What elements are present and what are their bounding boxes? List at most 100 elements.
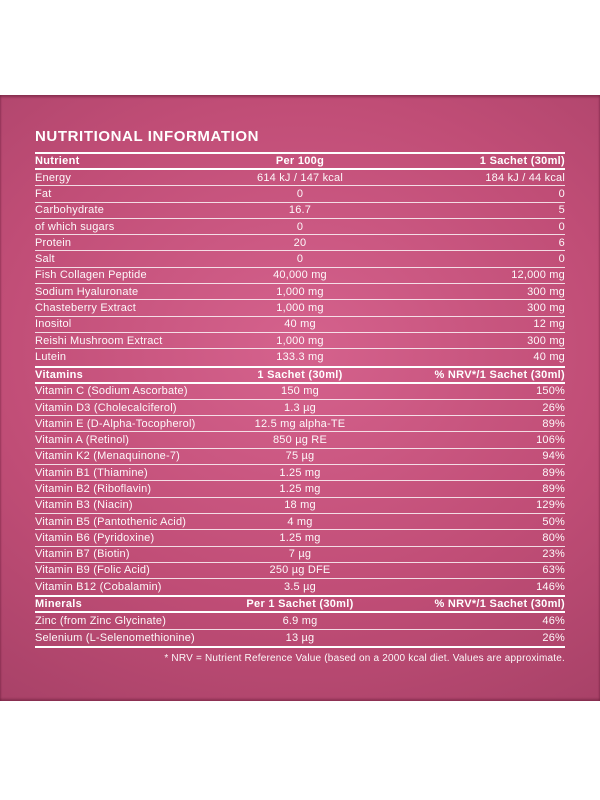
row-value-2: 300 mg [527,302,565,315]
row-label: Vitamin B12 (Cobalamin) [35,581,162,594]
row-value-1: 6.9 mg [282,615,318,628]
table-row: Vitamin D3 (Cholecalciferol) 1.3 µg 26% [35,400,565,417]
row-value-1: 250 µg DFE [269,564,331,577]
row-label: Salt [35,253,55,266]
row-label: Reishi Mushroom Extract [35,334,163,347]
row-value-2: 89% [542,482,565,495]
nrv-footnote: * NRV = Nutrient Reference Value (based … [164,653,565,665]
row-label: Vitamin D3 (Cholecalciferol) [35,401,177,414]
row-value-1: 1.25 mg [279,531,321,544]
row-label: Vitamin E (D-Alpha-Tocopherol) [35,417,196,430]
section-header: Nutrient Per 100g 1 Sachet (30ml) [35,152,565,170]
page-title: NUTRITIONAL INFORMATION [35,128,260,145]
row-label: Vitamin B5 (Pantothenic Acid) [35,515,187,528]
row-value-2: 23% [542,548,565,561]
table-row: Lutein 133.3 mg 40 mg [35,349,565,365]
row-value-1: 12.5 mg alpha-TE [254,417,346,430]
table-row: Vitamin B5 (Pantothenic Acid) 4 mg 50% [35,514,565,531]
row-label: Lutein [35,351,67,364]
table-row: Inositol 40 mg 12 mg [35,317,565,333]
row-value-2: 0 [558,253,565,266]
row-value-2: 129% [536,499,565,512]
row-value-2: 300 mg [527,334,565,347]
row-value-2: 146% [536,581,565,594]
row-value-2: 63% [542,564,565,577]
table-row: Vitamin B2 (Riboflavin) 1.25 mg 89% [35,481,565,498]
section-header-col3: % NRV*/1 Sachet (30ml) [434,598,565,611]
row-value-2: 40 mg [533,351,565,364]
row-value-1: 0 [296,220,304,233]
row-label: Vitamin A (Retinol) [35,434,130,447]
nutrition-panel: NUTRITIONAL INFORMATION Nutrient Per 100g… [0,95,600,701]
row-value-2: 300 mg [527,285,565,298]
row-value-2: 89% [542,466,565,479]
table-row: Chasteberry Extract 1,000 mg 300 mg [35,300,565,317]
row-value-1: 1,000 mg [276,285,324,298]
row-value-1: 850 µg RE [272,434,327,447]
row-value-1: 20 [293,236,307,249]
table-row: Vitamin B9 (Folic Acid) 250 µg DFE 63% [35,563,565,580]
table-row: Vitamin A (Retinol) 850 µg RE 106% [35,432,565,449]
row-label: Carbohydrate [35,204,105,217]
section-rows: Energy 614 kJ / 147 kcal 184 kJ / 44 kcal F… [35,170,565,366]
row-value-1: 18 mg [284,499,316,512]
section-header-col2: 1 Sachet (30ml) [257,368,343,381]
table-row: Vitamin B7 (Biotin) 7 µg 23% [35,547,565,563]
section-header-col1: Vitamins [35,368,84,381]
row-value-2: 94% [542,450,565,463]
row-value-2: 0 [558,187,565,200]
table-row: Vitamin K2 (Menaquinone-7) 75 µg 94% [35,449,565,466]
row-value-1: 3.5 µg [283,581,316,594]
row-value-2: 26% [542,401,565,414]
row-value-1: 40 mg [284,318,316,331]
row-value-1: 16.7 [288,204,312,217]
table-row: Fat 0 0 [35,186,565,203]
row-value-1: 133.3 mg [276,351,324,364]
row-value-1: 1.25 mg [279,482,321,495]
table-row: Vitamin B3 (Niacin) 18 mg 129% [35,498,565,514]
row-value-1: 1.3 µg [283,401,316,414]
table-row: of which sugars 0 0 [35,219,565,236]
row-value-1: 13 µg [285,631,315,644]
row-label: of which sugars [35,220,115,233]
row-value-1: 7 µg [288,548,312,561]
row-value-1: 1,000 mg [276,302,324,315]
section-header-col1: Minerals [35,598,83,611]
row-label: Vitamin B1 (Thiamine) [35,466,148,479]
table-row: Sodium Hyaluronate 1,000 mg 300 mg [35,284,565,301]
table-row: Vitamin B6 (Pyridoxine) 1.25 mg 80% [35,530,565,547]
row-label: Vitamin B9 (Folic Acid) [35,564,151,577]
table-row: Protein 20 6 [35,235,565,252]
row-label: Energy [35,171,72,184]
row-label: Vitamin B7 (Biotin) [35,548,130,561]
row-value-1: 40,000 mg [273,269,327,282]
table-row: Carbohydrate 16.7 5 [35,203,565,219]
section-rows: Vitamin C (Sodium Ascorbate) 150 mg 150% Vi… [35,384,565,596]
table-row: Vitamin C (Sodium Ascorbate) 150 mg 150% [35,384,565,400]
section-header-col3: % NRV*/1 Sachet (30ml) [434,368,565,381]
section-header-col3: 1 Sachet (30ml) [479,155,565,167]
section-rows: Zinc (from Zinc Glycinate) 6.9 mg 46% Selen… [35,613,565,646]
row-value-2: 184 kJ / 44 kcal [485,171,565,184]
section-header: Minerals Per 1 Sachet (30ml) % NRV*/1 Sach… [35,595,565,614]
row-label: Vitamin B2 (Riboflavin) [35,482,152,495]
table-row: Vitamin B12 (Cobalamin) 3.5 µg 146% [35,579,565,595]
row-label: Chasteberry Extract [35,302,137,315]
row-value-1: 614 kJ / 147 kcal [257,171,343,184]
row-label: Fat [35,187,52,200]
row-label: Zinc (from Zinc Glycinate) [35,615,167,628]
row-label: Vitamin C (Sodium Ascorbate) [35,385,188,398]
row-value-2: 6 [558,236,565,249]
table-row: Energy 614 kJ / 147 kcal 184 kJ / 44 kcal [35,170,565,187]
table-row: Zinc (from Zinc Glycinate) 6.9 mg 46% [35,613,565,630]
row-value-1: 4 mg [287,515,313,528]
row-value-2: 106% [536,434,565,447]
table-row: Vitamin B1 (Thiamine) 1.25 mg 89% [35,465,565,482]
section-header-col1: Nutrient [35,155,80,167]
row-label: Selenium (L-Selenomethionine) [35,631,195,644]
section-header-col2: Per 100g [275,155,325,167]
section-header-col2: Per 1 Sachet (30ml) [246,598,354,611]
table-row: Fish Collagen Peptide 40,000 mg 12,000 mg [35,268,565,285]
table-row: Vitamin E (D-Alpha-Tocopherol) 12.5 mg al… [35,416,565,433]
row-label: Fish Collagen Peptide [35,269,147,282]
